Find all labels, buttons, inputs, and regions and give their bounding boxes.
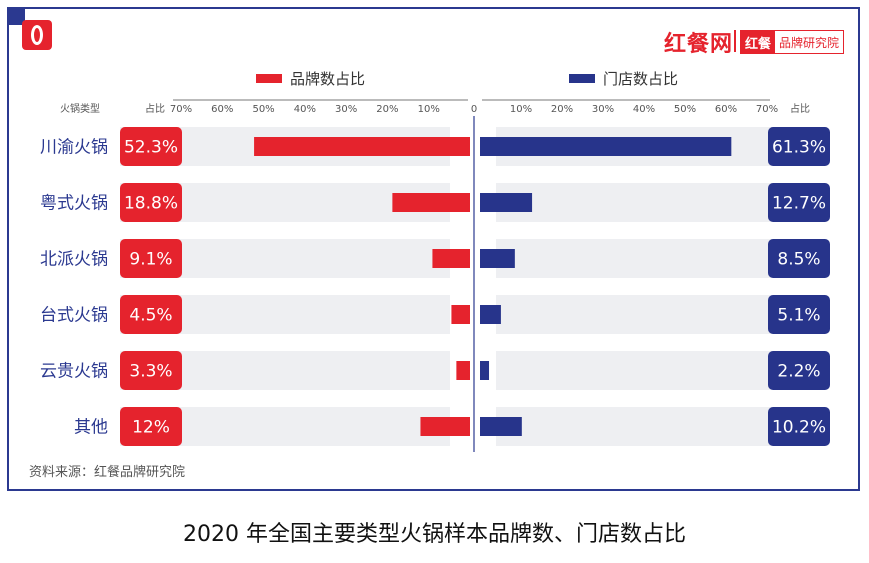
store-data-label: 61.3%	[772, 138, 826, 158]
store-bar	[480, 417, 522, 436]
store-value-badge	[768, 127, 830, 166]
right-tick-label: 70%	[756, 104, 778, 115]
left-tick-label: 70%	[170, 104, 192, 115]
store-value-badge	[768, 351, 830, 390]
brand-data-label: 3.3%	[129, 362, 172, 382]
left-tick-label: 30%	[335, 104, 357, 115]
brand-divider	[734, 30, 736, 52]
legend-brand-swatch	[256, 74, 282, 83]
category-label: 粤式火锅	[40, 194, 108, 214]
store-value-badge	[768, 239, 830, 278]
right-tick-label: 60%	[715, 104, 737, 115]
corner-mark	[7, 7, 25, 25]
row-background-right	[496, 183, 806, 222]
right-tick-label: 40%	[633, 104, 655, 115]
left-tick-label: 20%	[376, 104, 398, 115]
brand-data-label: 18.8%	[124, 194, 178, 214]
brand-tag-right: 品牌研究院	[779, 35, 840, 50]
legend-store-label: 门店数占比	[603, 70, 679, 88]
left-tick-label: 50%	[252, 104, 274, 115]
store-bar	[480, 249, 515, 268]
store-value-badge	[768, 183, 830, 222]
legend-brand-label: 品牌数占比	[290, 70, 366, 88]
row-background-right	[496, 351, 806, 390]
brand-tag-left: 红餐	[741, 31, 776, 53]
row-background-right	[496, 239, 806, 278]
brand-value-badge	[120, 239, 182, 278]
right-tick-label: 50%	[674, 104, 696, 115]
left-tick-label: 10%	[418, 104, 440, 115]
store-bar	[480, 137, 732, 156]
store-data-label: 12.7%	[772, 194, 826, 214]
brand-data-label: 4.5%	[129, 306, 172, 326]
brand-value-badge	[120, 407, 182, 446]
brand-tag: 红餐 品牌研究院	[740, 30, 845, 54]
right-tick-label: 20%	[551, 104, 573, 115]
center-tick-label: 0	[471, 104, 477, 115]
right-pct-header: 占比	[790, 102, 810, 115]
category-label: 云贵火锅	[40, 362, 108, 382]
left-tick-label: 60%	[211, 104, 233, 115]
brand-value-badge	[120, 351, 182, 390]
legend-store: 门店数占比	[569, 68, 678, 89]
left-pct-header: 占比	[145, 102, 165, 115]
legend-store-swatch	[569, 74, 595, 83]
store-value-badge	[768, 407, 830, 446]
store-bar	[480, 305, 501, 324]
row-background-right	[496, 407, 806, 446]
right-tick-label: 30%	[592, 104, 614, 115]
left-tick-label: 40%	[294, 104, 316, 115]
chart-caption: 2020 年全国主要类型火锅样本品牌数、门店数占比	[183, 522, 686, 547]
category-label: 北派火锅	[40, 250, 108, 270]
brand-data-label: 9.1%	[129, 250, 172, 270]
store-data-label: 8.5%	[777, 250, 820, 270]
category-label: 台式火锅	[40, 306, 108, 326]
store-data-label: 10.2%	[772, 418, 826, 438]
store-data-label: 2.2%	[777, 362, 820, 382]
store-data-label: 5.1%	[777, 306, 820, 326]
category-label: 川渝火锅	[40, 138, 108, 158]
store-value-badge	[768, 295, 830, 334]
store-bar	[480, 193, 533, 212]
brand-value-badge	[120, 127, 182, 166]
brand-name: 红餐网	[664, 32, 734, 57]
logo-icon	[22, 20, 52, 50]
right-tick-label: 10%	[510, 104, 532, 115]
brand-bar	[451, 305, 470, 324]
brand-bar	[392, 193, 470, 212]
brand-data-label: 12%	[132, 418, 170, 438]
brand-value-badge	[120, 295, 182, 334]
brand-bar	[420, 417, 470, 436]
legend-brand: 品牌数占比	[256, 68, 365, 89]
category-header: 火锅类型	[60, 102, 100, 115]
brand-bar	[432, 249, 470, 268]
row-background-right	[496, 295, 806, 334]
brand-bar	[254, 137, 470, 156]
brand-data-label: 52.3%	[124, 138, 178, 158]
category-label: 其他	[74, 418, 108, 438]
store-bar	[480, 361, 490, 380]
source-note: 资料来源：红餐品牌研究院	[29, 465, 186, 480]
brand-bar	[456, 361, 470, 380]
brand-value-badge	[120, 183, 182, 222]
